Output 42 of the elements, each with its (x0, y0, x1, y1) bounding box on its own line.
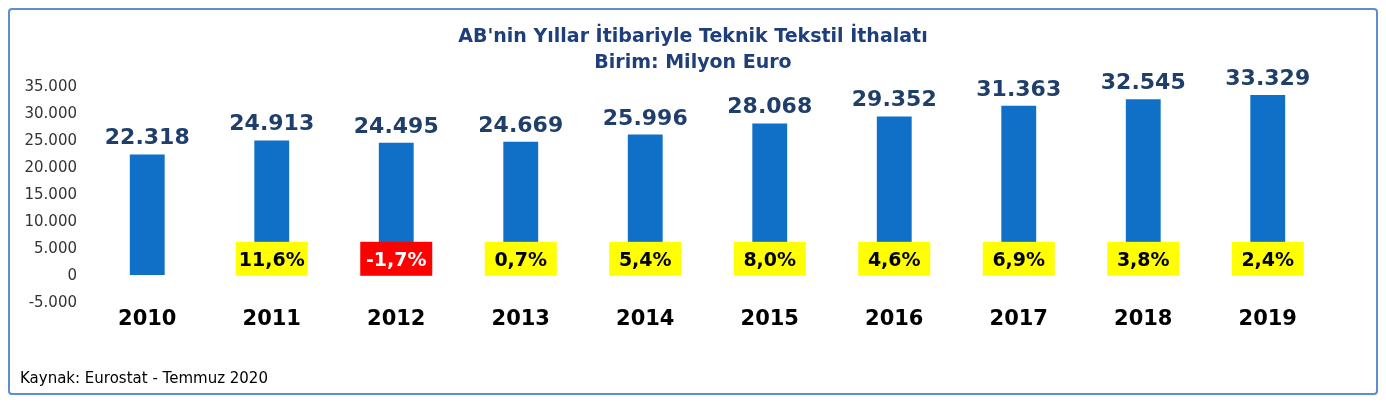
x-tick-label: 2011 (242, 305, 301, 330)
annotation: -1,7% (365, 247, 427, 270)
x-tick-label: 2010 (118, 305, 177, 330)
x-tick-label: 2019 (1238, 305, 1297, 330)
y-tick-label: 0 (67, 266, 77, 285)
annotation: 0,7% (494, 247, 548, 270)
data-label: 24.495 (353, 112, 439, 138)
data-label: 24.669 (478, 111, 564, 137)
annotation: 3,8% (1116, 247, 1170, 270)
chart-subtitle: Birim: Milyon Euro (594, 50, 792, 72)
y-tick-label: 35.000 (24, 77, 77, 96)
data-label: 22.318 (104, 124, 190, 150)
y-tick-label: 5.000 (34, 239, 77, 258)
annotation: 2,4% (1241, 247, 1295, 270)
data-label: 32.545 (1100, 69, 1186, 95)
x-tick-label: 2017 (989, 305, 1048, 330)
data-label: 33.329 (1225, 65, 1311, 91)
data-label: 28.068 (727, 93, 813, 119)
annotation: 6,9% (992, 247, 1046, 270)
data-label: 25.996 (602, 104, 688, 130)
x-tick-label: 2016 (865, 305, 924, 330)
y-tick-label: 20.000 (24, 158, 77, 177)
data-label: 29.352 (851, 86, 937, 112)
annotation: 5,4% (618, 247, 672, 270)
x-tick-label: 2014 (616, 305, 675, 330)
y-tick-label: -5.000 (28, 293, 77, 312)
x-tick-label: 2018 (1114, 305, 1173, 330)
annotation: 11,6% (238, 247, 305, 270)
y-tick-label: 30.000 (24, 104, 77, 123)
x-tick-label: 2015 (740, 305, 799, 330)
annotation: 4,6% (867, 247, 921, 270)
data-label: 24.913 (229, 110, 315, 136)
y-tick-label: 25.000 (24, 131, 77, 150)
annotation: 8,0% (743, 247, 797, 270)
x-tick-label: 2012 (367, 305, 426, 330)
x-tick-label: 2013 (491, 305, 550, 330)
chart-title: AB'nin Yıllar İtibariyle Teknik Tekstil İthalatı (457, 22, 929, 48)
y-tick-label: 10.000 (24, 212, 77, 231)
data-label: 31.363 (976, 75, 1062, 101)
y-tick-label: 15.000 (24, 185, 77, 204)
bar (129, 154, 165, 275)
text: Kaynak: Eurostat - Temmuz 2020 (20, 369, 268, 387)
